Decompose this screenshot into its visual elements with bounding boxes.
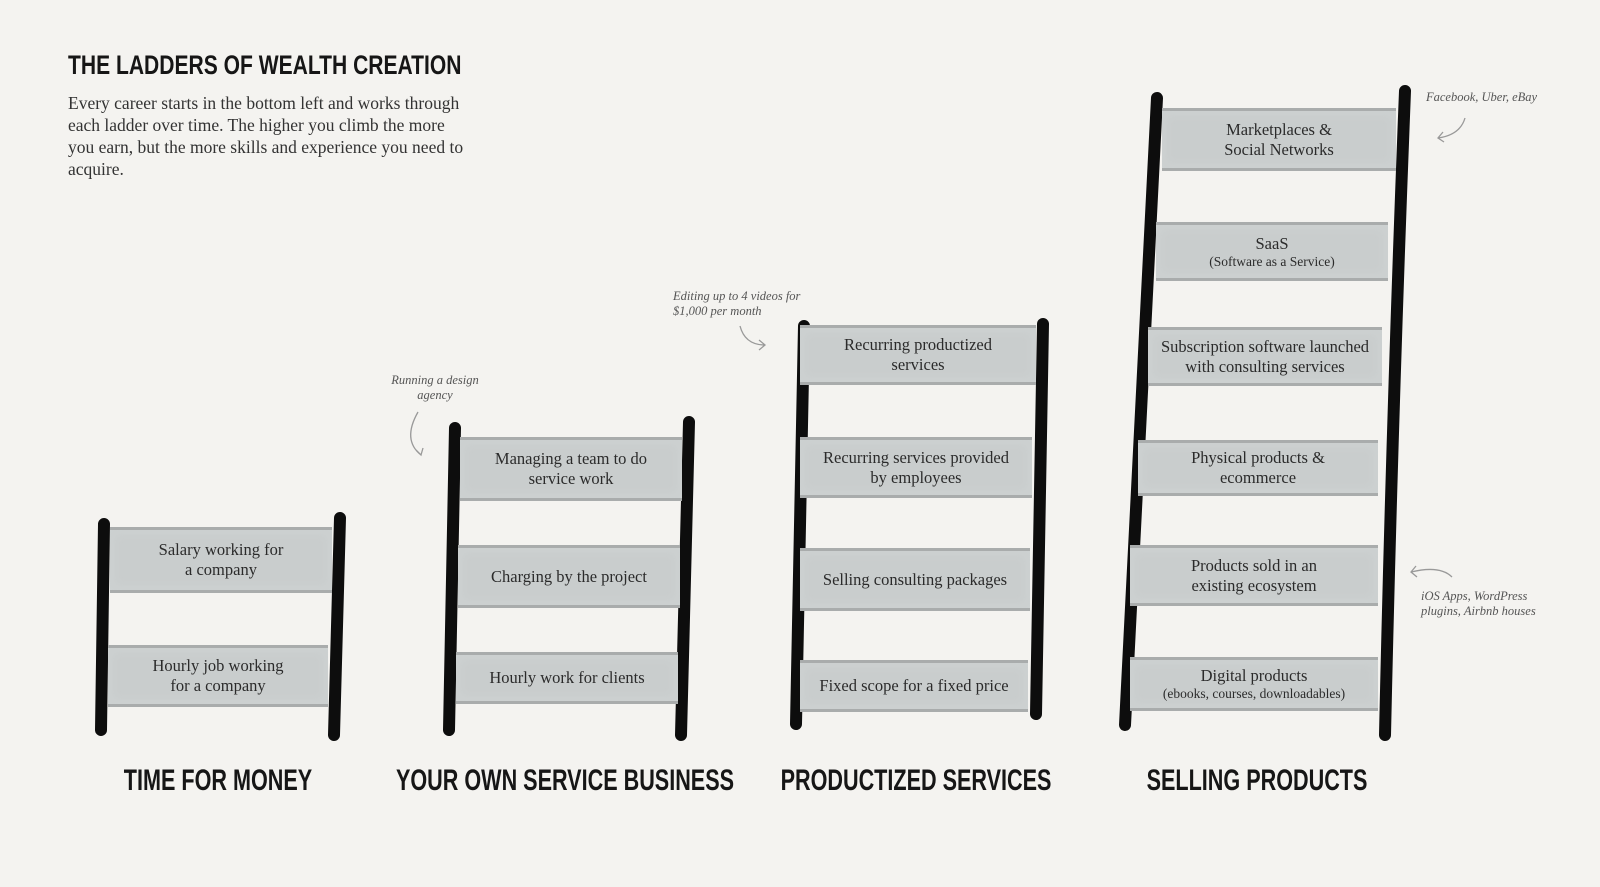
ladder-label-productized-services: PRODUCTIZED SERVICES: [780, 764, 1052, 797]
rung-text: Hourly job working for a company: [152, 656, 284, 695]
arrow-icon: [1437, 117, 1466, 143]
rung-text: Charging by the project: [491, 566, 647, 586]
ladder-2-right-rail: [675, 416, 695, 741]
arrow-icon: [1410, 565, 1453, 578]
ladder-4-right-rail: [1379, 85, 1411, 741]
rung: Salary working for a company: [110, 527, 332, 593]
rung-text: SaaS: [1255, 233, 1289, 253]
rung-text: Recurring services provided by employees: [822, 447, 1010, 487]
rung: Products sold in an existing ecosystem: [1130, 545, 1378, 606]
rung: SaaS (Software as a Service): [1156, 222, 1388, 281]
rung-text: Salary working for a company: [158, 540, 284, 579]
rung-text: Products sold in an existing ecosystem: [1190, 555, 1318, 595]
ladder-1-left-rail: [95, 518, 110, 736]
rung-text: Hourly work for clients: [489, 668, 645, 687]
rung-text: Recurring productized services: [844, 335, 992, 374]
ladder-3-left-rail: [790, 320, 810, 730]
rung: Hourly job working for a company: [108, 645, 328, 707]
rung: Marketplaces & Social Networks: [1162, 108, 1396, 171]
rung: Recurring productized services: [800, 325, 1036, 385]
intro-text: Every career starts in the bottom left a…: [68, 93, 464, 179]
annotation-videos: Editing up to 4 videos for $1,000 per mo…: [673, 289, 801, 318]
rung: Recurring services provided by employees: [800, 437, 1032, 498]
rung: Selling consulting packages: [800, 548, 1030, 611]
ladder-4-left-rail: [1119, 92, 1163, 731]
ladder-3-right-rail: [1030, 318, 1049, 720]
page-title: THE LADDERS OF WEALTH CREATION: [68, 50, 462, 80]
rung-text: Subscription software launched with cons…: [1160, 336, 1370, 376]
annotation-marketplaces: Facebook, Uber, eBay: [1426, 90, 1538, 104]
rung-text: Marketplaces & Social Networks: [1224, 119, 1334, 159]
rung-text: Physical products & ecommerce: [1191, 448, 1325, 487]
ladder-1-right-rail: [328, 512, 346, 741]
rung: Physical products & ecommerce: [1138, 440, 1378, 496]
annotation-design-agency: Running a design agency: [391, 373, 479, 402]
ladder-label-service-business: YOUR OWN SERVICE BUSINESS: [395, 764, 735, 797]
ladder-2-left-rail: [443, 422, 461, 736]
rung: Digital products (ebooks, courses, downlo…: [1130, 657, 1378, 711]
rung-text: Digital products: [1200, 666, 1308, 685]
ladder-label-selling-products: SELLING PRODUCTS: [1146, 764, 1368, 797]
annotation-ecosystem: iOS Apps, WordPress plugins, Airbnb hous…: [1421, 589, 1536, 618]
arrow-icon: [739, 325, 767, 351]
ladder-label-time-for-money: TIME FOR MONEY: [123, 764, 313, 797]
rung: Subscription software launched with cons…: [1148, 327, 1382, 386]
rung: Managing a team to do service work: [460, 437, 682, 501]
rung-subtext: (ebooks, courses, downloadables): [1162, 686, 1346, 701]
rung-subtext: (Software as a Service): [1209, 253, 1335, 269]
rung-text: Fixed scope for a fixed price: [819, 676, 1009, 695]
rung-text: Managing a team to do service work: [494, 449, 648, 488]
rung-text: Selling consulting packages: [822, 569, 1008, 589]
rung: Charging by the project: [458, 545, 680, 608]
rung: Fixed scope for a fixed price: [800, 660, 1028, 712]
arrow-icon: [410, 411, 424, 457]
rung: Hourly work for clients: [456, 652, 678, 704]
